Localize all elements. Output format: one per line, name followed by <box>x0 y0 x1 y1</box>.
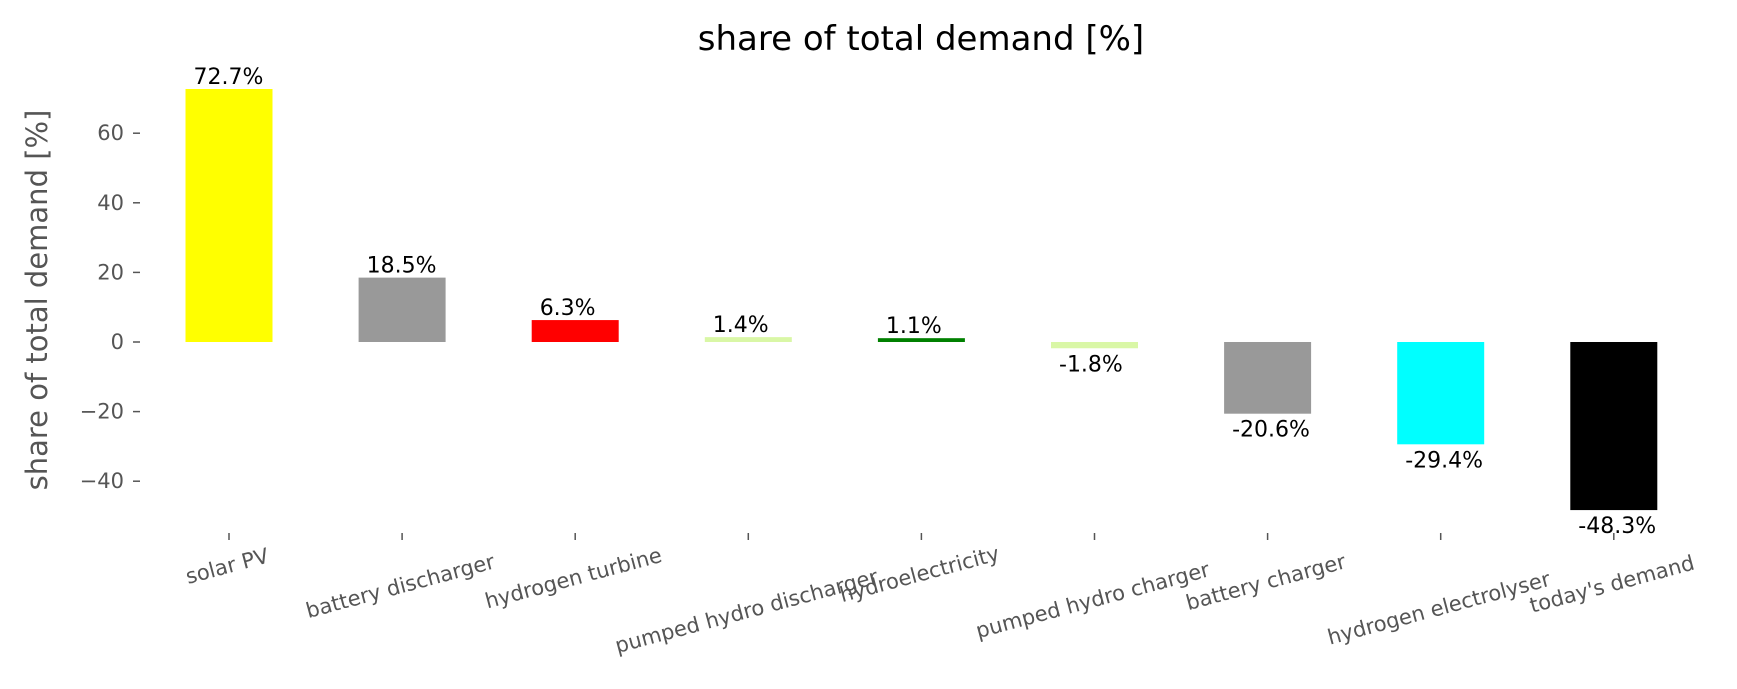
x-tick-label: today's demand <box>1527 551 1697 618</box>
data-label: 18.5% <box>367 254 437 279</box>
data-label: 1.1% <box>886 314 942 339</box>
x-tick-label: battery discharger <box>303 549 497 623</box>
data-label: -48.3% <box>1578 514 1656 539</box>
data-label: -29.4% <box>1405 448 1483 473</box>
bar <box>1397 342 1485 445</box>
x-tick-label: pumped hydro charger <box>973 557 1212 643</box>
data-label: 72.7% <box>194 65 264 90</box>
bar <box>1570 342 1658 511</box>
bar <box>1224 342 1312 414</box>
y-axis-label: share of total demand [%] <box>20 110 54 491</box>
y-tick-label: −40 <box>80 469 124 493</box>
y-tick-label: 0 <box>111 330 124 354</box>
chart-title: share of total demand [%] <box>698 19 1144 59</box>
data-label: 1.4% <box>713 313 769 338</box>
x-tick-label: hydrogen turbine <box>482 543 664 613</box>
x-tick-label: hydrogen electrolyser <box>1325 567 1553 650</box>
data-label: 6.3% <box>540 296 596 321</box>
y-axis: −40 −20 0 20 40 60 <box>80 121 140 493</box>
bars: 72.7% 18.5% 6.3% 1.4% 1.1% -1.8% -20.6% -29.4% -… <box>185 65 1658 539</box>
y-tick-label: 20 <box>97 260 124 284</box>
bar <box>877 338 965 342</box>
data-label: -20.6% <box>1232 418 1310 443</box>
bar <box>358 277 446 342</box>
x-tick-label: solar PV <box>183 544 272 589</box>
x-tick-label: pumped hydro discharger <box>612 564 880 657</box>
bar <box>1051 342 1138 349</box>
y-tick-label: 40 <box>97 191 124 215</box>
y-tick-label: −20 <box>80 400 124 424</box>
x-tick-label: battery charger <box>1183 549 1348 615</box>
data-label: -1.8% <box>1059 352 1123 377</box>
bar <box>531 320 619 342</box>
bar <box>704 337 792 342</box>
bar <box>185 89 273 342</box>
y-tick-label: 60 <box>97 121 124 145</box>
